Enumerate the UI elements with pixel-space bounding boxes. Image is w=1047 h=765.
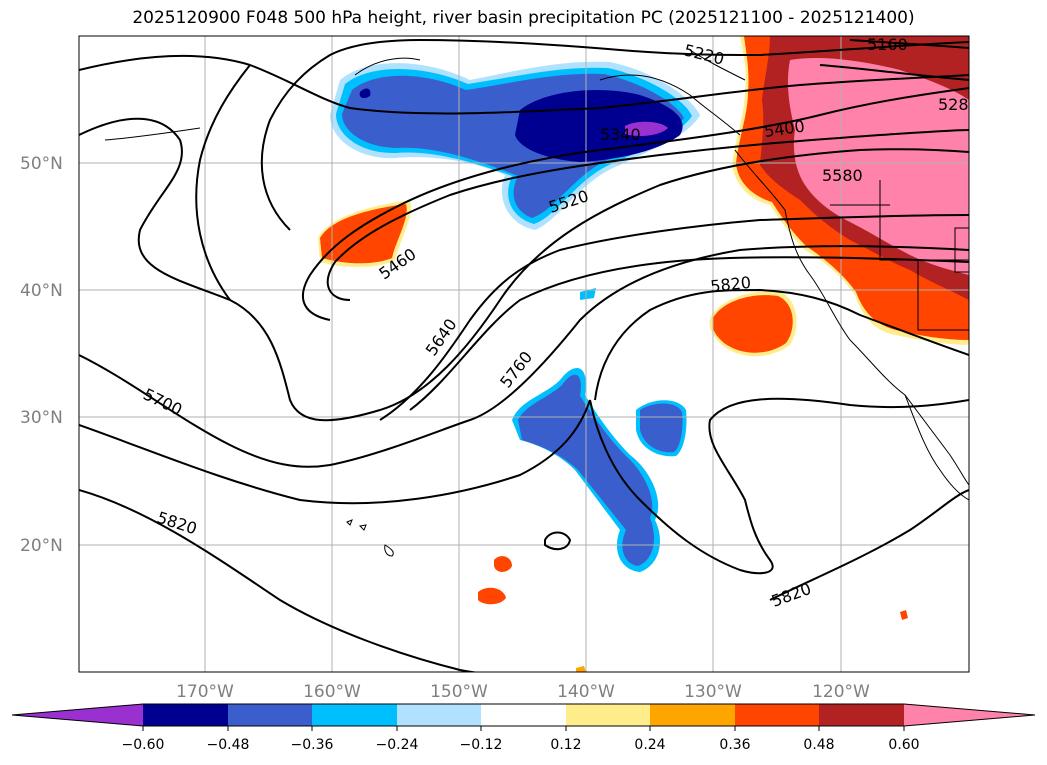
colorbar-tick-label: 0.12 <box>550 737 581 753</box>
colorbar-segment <box>735 704 819 726</box>
colorbar-extend-right <box>904 704 1035 726</box>
colorbar-tick-label: 0.24 <box>634 737 665 753</box>
colorbar-segment <box>819 704 904 726</box>
colorbar-segment <box>143 704 228 726</box>
contour-label: 528 <box>938 95 969 114</box>
colorbar-extend-left <box>12 704 143 726</box>
colorbar-segment <box>650 704 735 726</box>
colorbar-segment <box>566 704 650 726</box>
map-title: 2025120900 F048 500 hPa height, river ba… <box>132 8 915 28</box>
lat-label: 20°N <box>20 536 63 556</box>
lon-labels: 170°W 160°W 150°W 140°W 130°W 120°W <box>176 682 870 702</box>
lat-labels: 50°N 40°N 30°N 20°N <box>20 154 63 556</box>
lat-label: 40°N <box>20 281 63 301</box>
lon-label: 150°W <box>430 682 488 702</box>
colorbar-tick-label: −0.24 <box>376 737 419 753</box>
contour-label: 5580 <box>822 166 863 185</box>
lat-label: 50°N <box>20 154 63 174</box>
height-contours <box>79 38 969 672</box>
colorbar-tick-label: −0.36 <box>291 737 334 753</box>
contour-label: 5820 <box>709 273 751 296</box>
colorbar: −0.60 −0.48 −0.36 −0.24 −0.12 0.12 0.24 … <box>11 703 1036 753</box>
contour-label: 5340 <box>600 125 641 144</box>
lon-label: 130°W <box>684 682 742 702</box>
map-frame <box>78 35 970 673</box>
colorbar-tick-label: −0.60 <box>122 737 165 753</box>
contour-label: 5160 <box>867 35 908 54</box>
colorbar-segment <box>481 704 566 726</box>
colorbar-tick-label: 0.48 <box>803 737 834 753</box>
colorbar-segment <box>397 704 481 726</box>
lat-label: 30°N <box>20 408 63 428</box>
lon-label: 140°W <box>557 682 615 702</box>
colorbar-tick-label: 0.60 <box>888 737 919 753</box>
lon-label: 170°W <box>176 682 234 702</box>
colorbar-tick-label: −0.48 <box>207 737 250 753</box>
lon-label: 160°W <box>303 682 361 702</box>
colorbar-segment <box>228 704 312 726</box>
lon-label: 120°W <box>812 682 870 702</box>
colorbar-tick-label: −0.12 <box>460 737 503 753</box>
colorbar-tick-label: 0.36 <box>719 737 750 753</box>
colorbar-segment <box>312 704 397 726</box>
